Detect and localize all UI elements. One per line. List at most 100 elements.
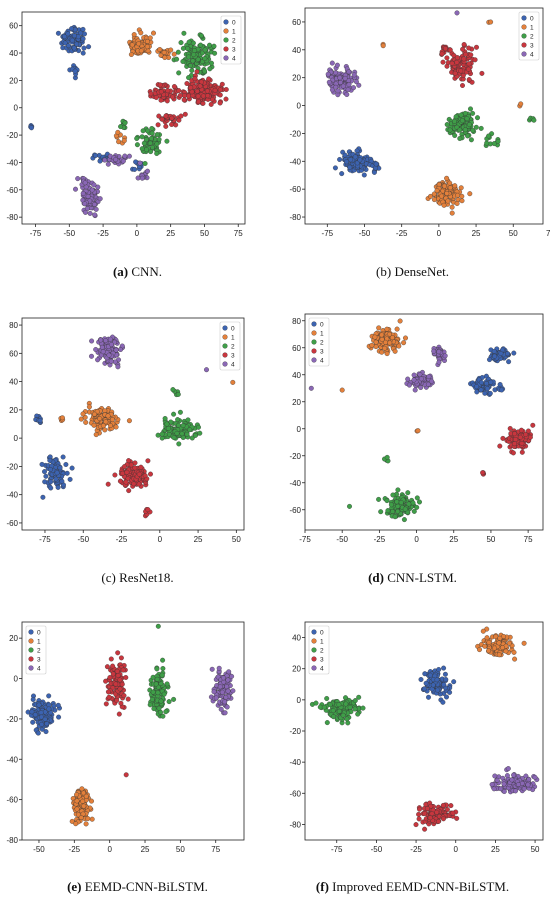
- point: [118, 347, 124, 352]
- point: [439, 193, 445, 199]
- point: [92, 212, 98, 218]
- point: [202, 56, 208, 61]
- point: [128, 462, 134, 468]
- y-tick-label: 40: [292, 371, 301, 380]
- point: [527, 434, 533, 440]
- point: [436, 667, 442, 672]
- point: [155, 122, 161, 128]
- point: [426, 374, 432, 380]
- point: [65, 31, 71, 37]
- y-tick-label: -60: [6, 186, 18, 195]
- point: [484, 635, 490, 641]
- point: [177, 409, 183, 415]
- point: [115, 364, 121, 370]
- point: [472, 57, 478, 63]
- point: [145, 128, 151, 134]
- y-tick-label: 0: [297, 425, 302, 434]
- point: [186, 75, 192, 81]
- point: [112, 472, 118, 478]
- point: [102, 427, 108, 433]
- point: [113, 424, 119, 430]
- point: [417, 499, 422, 505]
- point: [443, 46, 448, 52]
- point: [80, 26, 86, 32]
- x-tick-label: -25: [374, 535, 386, 544]
- point: [412, 387, 418, 393]
- point: [434, 809, 440, 815]
- point: [441, 682, 447, 688]
- point: [67, 476, 73, 482]
- point: [225, 688, 231, 694]
- point: [178, 40, 184, 46]
- point: [196, 424, 201, 430]
- point: [143, 137, 149, 143]
- point: [222, 710, 228, 716]
- legend-marker: [521, 51, 527, 57]
- x-tick-label: 0: [454, 845, 459, 854]
- point: [97, 158, 103, 164]
- point: [457, 136, 463, 141]
- point: [159, 116, 165, 122]
- point: [197, 430, 203, 436]
- point: [496, 640, 502, 646]
- y-tick-label: 40: [292, 46, 301, 55]
- point: [81, 790, 86, 796]
- chart-panel-5: -75 -50 -25 0 25 50 -80 -60 -40 -20 0 20 40 0 1 2 3 4: [289, 621, 544, 854]
- legend-marker: [222, 352, 228, 358]
- point: [223, 96, 229, 102]
- y-tick-label: -80: [6, 836, 18, 845]
- legend-marker: [311, 629, 317, 635]
- point: [115, 129, 121, 135]
- legend-label: 3: [530, 43, 534, 50]
- point: [321, 704, 327, 710]
- point: [163, 709, 169, 715]
- x-tick-label: -50: [77, 535, 89, 544]
- point: [226, 669, 232, 675]
- point: [98, 337, 104, 343]
- point: [373, 339, 379, 345]
- point: [42, 469, 47, 475]
- point: [217, 92, 223, 98]
- point: [417, 806, 422, 812]
- legend-marker: [521, 24, 527, 30]
- legend-marker: [311, 339, 317, 345]
- point: [140, 128, 146, 134]
- point: [431, 348, 437, 354]
- point: [390, 509, 396, 514]
- series-1: [380, 19, 524, 216]
- x-tick-label: 50: [531, 845, 540, 854]
- point: [382, 345, 388, 351]
- point: [504, 773, 510, 779]
- series-1: [113, 27, 177, 146]
- point: [418, 677, 424, 682]
- x-tick-label: -25: [97, 229, 109, 238]
- x-tick-label: -75: [322, 229, 334, 238]
- y-tick-label: 60: [292, 18, 301, 27]
- point: [100, 349, 106, 355]
- point: [418, 376, 424, 382]
- point: [158, 89, 164, 95]
- point: [153, 681, 159, 687]
- point: [378, 509, 384, 515]
- y-tick-label: -20: [6, 131, 18, 140]
- x-tick-label: 0: [437, 229, 442, 238]
- point: [427, 815, 433, 821]
- point: [330, 708, 336, 714]
- legend-label: 4: [530, 52, 534, 59]
- point: [79, 786, 85, 792]
- point: [184, 81, 190, 86]
- point: [105, 161, 111, 167]
- point: [475, 115, 480, 121]
- point: [380, 43, 386, 49]
- point: [71, 45, 77, 51]
- legend-marker: [28, 647, 34, 653]
- point: [150, 689, 156, 695]
- point: [416, 816, 422, 822]
- point: [431, 191, 437, 197]
- legend-label: 2: [37, 648, 41, 655]
- point: [211, 43, 217, 49]
- point: [339, 387, 345, 393]
- point: [46, 706, 52, 712]
- legend-marker: [222, 334, 228, 340]
- point: [93, 153, 98, 158]
